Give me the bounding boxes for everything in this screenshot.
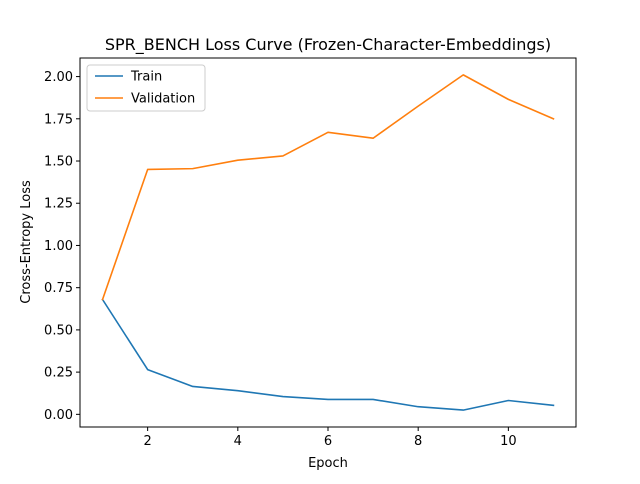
y-tick-label: 1.50 — [44, 155, 73, 170]
axis-ticks: 2 4 6 8 10 0.00 0.25 0.50 0.75 1.00 1.25 1.50 1.75 2.… — [44, 70, 517, 449]
x-tick-label: 2 — [143, 434, 151, 449]
y-tick-label: 0.75 — [44, 281, 73, 296]
y-tick-label: 2.00 — [44, 70, 73, 85]
x-tick-label: 10 — [500, 434, 517, 449]
plot-area — [101, 74, 555, 411]
legend-label-validation: Validation — [131, 92, 195, 107]
chart-title: SPR_BENCH Loss Curve (Frozen-Character-E… — [105, 35, 551, 55]
y-tick-label: 1.00 — [44, 239, 73, 254]
y-tick-label: 1.25 — [44, 197, 73, 212]
legend: Train Validation — [86, 64, 206, 112]
x-axis-label: Epoch — [308, 456, 348, 471]
x-tick-label: 8 — [414, 434, 422, 449]
series-line-validation — [101, 74, 555, 301]
series-line-train — [101, 298, 555, 411]
x-tick-label: 4 — [234, 434, 242, 449]
y-tick-label: 1.75 — [44, 112, 73, 127]
legend-label-train: Train — [130, 70, 162, 85]
y-tick-label: 0.00 — [44, 408, 73, 423]
x-tick-label: 6 — [324, 434, 332, 449]
y-tick-label: 0.25 — [44, 366, 73, 381]
y-tick-label: 0.50 — [44, 323, 73, 338]
y-axis-label: Cross-Entropy Loss — [19, 180, 34, 304]
